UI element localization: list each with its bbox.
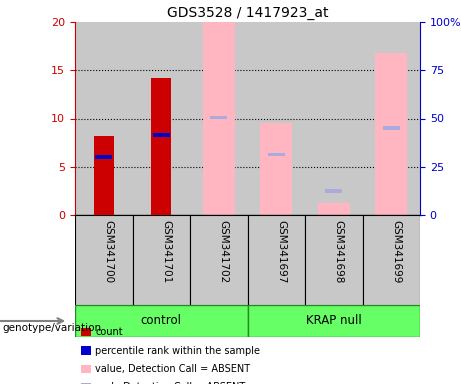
Bar bbox=[383, 126, 400, 130]
Bar bbox=[325, 189, 343, 192]
Bar bbox=[75, 305, 248, 337]
Bar bbox=[248, 22, 305, 215]
Bar bbox=[210, 116, 227, 119]
Bar bbox=[75, 22, 132, 215]
Bar bbox=[75, 215, 132, 305]
Title: GDS3528 / 1417923_at: GDS3528 / 1417923_at bbox=[167, 6, 328, 20]
Text: GSM341697: GSM341697 bbox=[276, 220, 286, 283]
Text: GSM341701: GSM341701 bbox=[161, 220, 171, 283]
Bar bbox=[95, 156, 112, 159]
Text: percentile rank within the sample: percentile rank within the sample bbox=[95, 346, 260, 356]
Bar bbox=[153, 133, 170, 137]
Bar bbox=[362, 22, 420, 215]
Text: GSM341698: GSM341698 bbox=[334, 220, 344, 283]
Text: GSM341702: GSM341702 bbox=[219, 220, 229, 283]
Text: GSM341700: GSM341700 bbox=[104, 220, 114, 283]
Text: control: control bbox=[141, 314, 182, 328]
Bar bbox=[190, 22, 248, 215]
Bar bbox=[132, 215, 190, 305]
Bar bbox=[375, 53, 407, 215]
Bar bbox=[305, 22, 362, 215]
Bar bbox=[94, 136, 114, 215]
Bar bbox=[203, 22, 235, 215]
Bar bbox=[248, 305, 420, 337]
Bar bbox=[318, 204, 349, 215]
Bar bbox=[267, 152, 285, 156]
Bar bbox=[305, 215, 362, 305]
Text: genotype/variation: genotype/variation bbox=[2, 323, 101, 333]
Text: GSM341699: GSM341699 bbox=[391, 220, 401, 283]
Bar bbox=[362, 215, 420, 305]
Bar bbox=[132, 22, 190, 215]
Text: value, Detection Call = ABSENT: value, Detection Call = ABSENT bbox=[95, 364, 250, 374]
Bar bbox=[190, 215, 248, 305]
Bar bbox=[260, 123, 292, 215]
Bar bbox=[248, 215, 305, 305]
Text: count: count bbox=[95, 327, 123, 337]
Text: rank, Detection Call = ABSENT: rank, Detection Call = ABSENT bbox=[95, 382, 246, 384]
Bar bbox=[151, 78, 171, 215]
Text: KRAP null: KRAP null bbox=[306, 314, 361, 328]
